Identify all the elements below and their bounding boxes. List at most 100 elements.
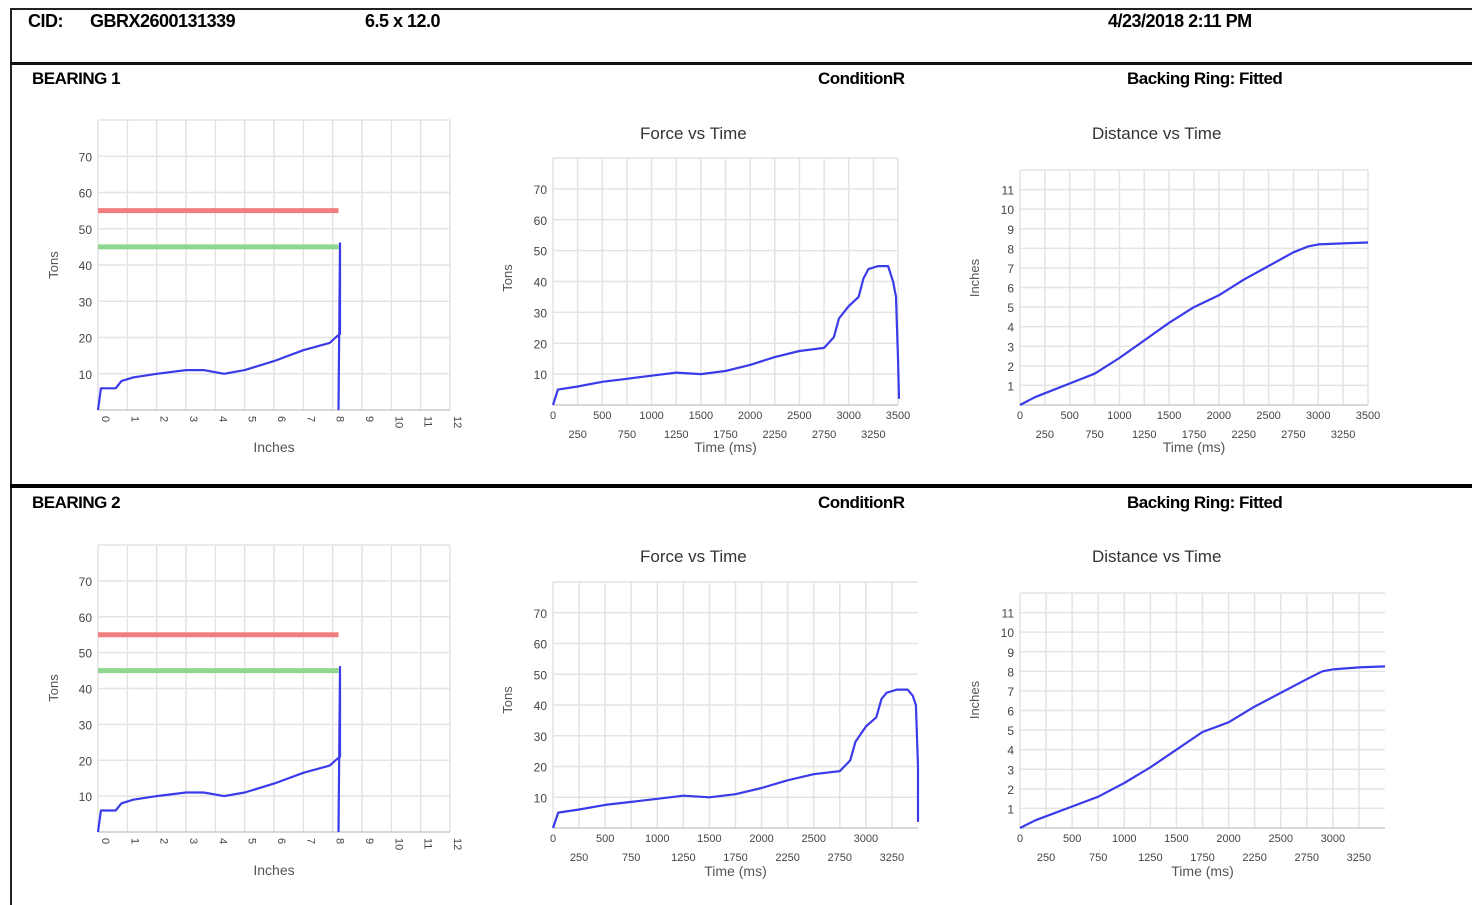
b1-distance-time-ytick-label: 8: [1007, 242, 1014, 256]
b1-force-time-xtick-label: 1750: [713, 429, 737, 441]
b1-tons-inches-xtick-label: 2: [158, 416, 170, 422]
b1-force-time-xtick-label: 250: [568, 429, 586, 441]
b1-force-time-xtick-label: 2750: [812, 429, 836, 441]
b1-distance-time-xtick-label: 2750: [1281, 429, 1305, 441]
b2-force-time-ylabel: Tons: [500, 686, 515, 714]
b2-tons-inches-xlabel: Inches: [253, 862, 294, 878]
b1-tons-inches-xtick-label: 8: [334, 416, 346, 422]
section-divider: [10, 484, 1472, 488]
bearing-1-condition: ConditionR: [818, 69, 905, 88]
b1-tons-inches-xtick-label: 10: [392, 416, 404, 428]
b2-force-time-title: Force vs Time: [640, 547, 747, 566]
b2-force-time-ytick-label: 50: [534, 668, 548, 682]
b1-tons-inches-ylabel: Tons: [46, 251, 61, 279]
cid-label: CID:: [28, 11, 64, 31]
b1-tons-inches-ytick-label: 10: [79, 368, 93, 382]
b2-distance-time-xtick-label: 3000: [1321, 833, 1345, 845]
b2-tons-inches-xtick-label: 0: [99, 838, 111, 844]
b1-distance-time-ytick-label: 10: [1001, 203, 1015, 217]
b1-force-time-ytick-label: 20: [534, 337, 548, 351]
b1-distance-time-ytick-label: 9: [1007, 223, 1014, 237]
bearing-1-label: BEARING 1: [32, 69, 121, 88]
b2-tons-inches-xtick-label: 1: [128, 838, 140, 844]
b2-distance-time-xtick-label: 250: [1037, 852, 1055, 864]
b1-tons-inches-xtick-label: 3: [187, 416, 199, 422]
b1-distance-time-xtick-label: 0: [1017, 410, 1023, 422]
b1-tons-inches-xlabel: Inches: [253, 439, 294, 455]
b2-distance-time-ytick-label: 8: [1007, 665, 1014, 679]
b1-force-time-xtick-label: 2000: [738, 410, 762, 422]
b2-distance-time-ytick-label: 7: [1007, 685, 1014, 699]
bearing-2-backing-ring: Backing Ring: Fitted: [1127, 493, 1283, 512]
b1-force-time-xtick-label: 2500: [787, 410, 811, 422]
b1-distance-time-xtick-label: 1000: [1107, 410, 1131, 422]
b1-tons-inches-ytick-label: 50: [79, 223, 93, 237]
b1-tons-inches-xtick-label: 1: [128, 416, 140, 422]
b1-force-time-ytick-label: 60: [534, 214, 548, 228]
b1-distance-time-group: 1234567891011025050075010001250150017502…: [967, 169, 1380, 455]
b1-tons-inches-ytick-label: 60: [79, 187, 93, 201]
b2-tons-inches-xtick-label: 12: [451, 838, 463, 850]
b2-distance-time-xtick-label: 500: [1063, 833, 1081, 845]
b1-tons-inches-xtick-label: 12: [451, 416, 463, 428]
b1-distance-time-xtick-label: 2500: [1256, 410, 1280, 422]
b2-distance-time-xtick-label: 2250: [1242, 852, 1266, 864]
page-frame-left: [10, 8, 12, 905]
b1-distance-time-ytick-label: 6: [1007, 282, 1014, 296]
b1-distance-time-ytick-label: 5: [1007, 301, 1014, 315]
b1-distance-time-title: Distance vs Time: [1092, 124, 1222, 143]
b1-tons-inches-ytick-label: 30: [79, 295, 93, 309]
b2-tons-inches-ytick-label: 50: [79, 647, 93, 661]
b2-force-time-xtick-label: 1500: [697, 833, 721, 845]
b2-tons-inches-xtick-label: 10: [392, 838, 404, 850]
b1-force-time-ytick-label: 40: [534, 276, 548, 290]
b1-tons-inches-ytick-label: 20: [79, 332, 93, 346]
b2-force-time-xtick-label: 2750: [828, 852, 852, 864]
b2-force-time-ytick-label: 30: [534, 730, 548, 744]
b2-force-time-xtick-label: 3250: [880, 852, 904, 864]
b2-force-time-ytick-label: 40: [534, 699, 548, 713]
b1-distance-time-ylabel: Inches: [967, 258, 982, 297]
b1-force-time-xtick-label: 1250: [664, 429, 688, 441]
b1-force-time-xlabel: Time (ms): [694, 439, 756, 455]
b2-distance-time-ytick-label: 6: [1007, 705, 1014, 719]
b2-distance-time-xtick-label: 750: [1089, 852, 1107, 864]
b2-tons-inches-xtick-label: 3: [187, 838, 199, 844]
b2-force-time-xtick-label: 1750: [723, 852, 747, 864]
b1-force-time-xtick-label: 2250: [763, 429, 787, 441]
b2-tons-inches-series-line: [96, 665, 342, 833]
b2-force-time-xtick-label: 1000: [645, 833, 669, 845]
b1-distance-time-series-line: [1019, 241, 1369, 406]
b2-distance-time-title: Distance vs Time: [1092, 547, 1222, 566]
b2-tons-inches-xtick-label: 6: [275, 838, 287, 844]
b1-force-time-ytick-label: 70: [534, 183, 548, 197]
b1-distance-time-ytick-label: 11: [1002, 184, 1015, 198]
b1-force-time-series-line: [551, 265, 901, 406]
page-frame-top: [10, 8, 1472, 10]
report-datetime: 4/23/2018 2:11 PM: [1108, 11, 1252, 31]
b2-force-time-ytick-label: 10: [534, 791, 548, 805]
b2-distance-time-xtick-label: 2500: [1268, 833, 1292, 845]
b2-tons-inches-ytick-label: 30: [79, 718, 93, 732]
b1-distance-time-xtick-label: 1500: [1157, 410, 1181, 422]
b1-distance-time-xtick-label: 2250: [1231, 429, 1255, 441]
b2-force-time-xtick-label: 2500: [801, 833, 825, 845]
b2-force-time-xtick-label: 2000: [749, 833, 773, 845]
b1-distance-time-xtick-label: 3250: [1331, 429, 1355, 441]
b1-force-time-xtick-label: 3500: [886, 410, 910, 422]
b2-force-time-ytick-label: 60: [534, 638, 548, 652]
b2-force-time-xtick-label: 2250: [775, 852, 799, 864]
b2-tons-inches-ytick-label: 70: [79, 575, 93, 589]
b1-force-time-xtick-label: 1500: [689, 410, 713, 422]
b2-distance-time-xtick-label: 1250: [1138, 852, 1162, 864]
b1-force-time-title: Force vs Time: [640, 124, 747, 143]
b2-force-time-xtick-label: 0: [550, 833, 556, 845]
b2-distance-time-xtick-label: 2000: [1216, 833, 1240, 845]
b1-distance-time-xtick-label: 3000: [1306, 410, 1330, 422]
b1-force-time-xtick-label: 3250: [861, 429, 885, 441]
b1-force-time-ylabel: Tons: [500, 264, 515, 292]
b2-tons-inches-xtick-label: 9: [363, 838, 375, 844]
b2-distance-time-xtick-label: 1750: [1190, 852, 1214, 864]
b2-distance-time-ylabel: Inches: [967, 680, 982, 719]
b1-tons-inches-xtick-label: 7: [304, 416, 316, 422]
